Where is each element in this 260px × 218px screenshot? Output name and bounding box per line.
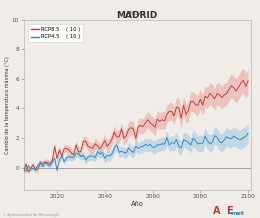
Y-axis label: Cambio de la temperatura máxima (°C): Cambio de la temperatura máxima (°C) (4, 56, 10, 154)
Text: © Agencia Estatal de Meteorología: © Agencia Estatal de Meteorología (3, 213, 58, 217)
Text: met: met (230, 211, 244, 216)
Title: MADRID: MADRID (116, 11, 158, 20)
Text: A: A (213, 206, 221, 216)
Text: E: E (226, 206, 233, 216)
X-axis label: Año: Año (131, 201, 144, 207)
Text: ANUAL: ANUAL (126, 11, 148, 16)
Legend: RCP8.5    ( 10 ), RCP4.5    ( 10 ): RCP8.5 ( 10 ), RCP4.5 ( 10 ) (29, 24, 83, 42)
